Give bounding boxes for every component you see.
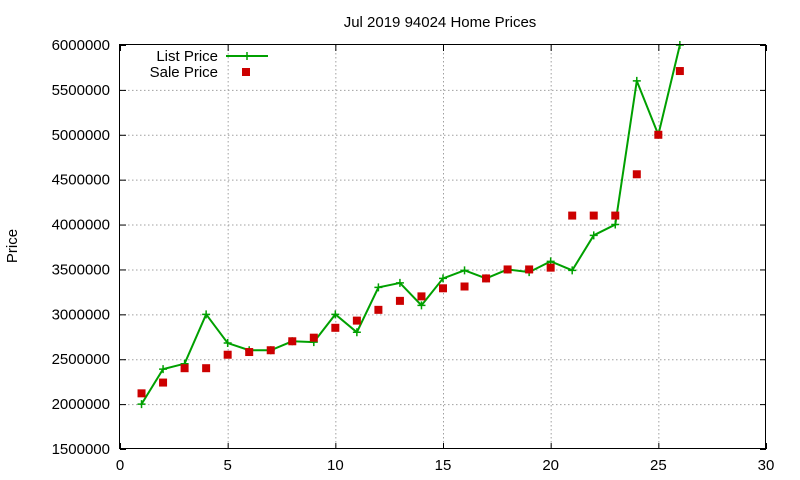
square-point	[546, 263, 555, 272]
y-tick-label: 2500000	[52, 351, 110, 368]
square-point	[395, 296, 404, 305]
plus-point	[137, 400, 146, 409]
square-point	[654, 130, 663, 139]
y-tick-label: 6000000	[52, 37, 110, 54]
square-point	[137, 389, 146, 398]
x-tick-label: 20	[542, 457, 559, 474]
square-point	[309, 333, 318, 342]
series-0	[137, 41, 684, 409]
square-point	[503, 265, 512, 274]
plus-point	[460, 266, 469, 275]
x-tick-label: 5	[223, 457, 231, 474]
y-tick-label: 3000000	[52, 306, 110, 323]
x-tick-label: 25	[650, 457, 667, 474]
legend-label: Sale Price	[150, 64, 218, 81]
plus-point	[202, 310, 211, 319]
x-tick-label: 0	[116, 457, 124, 474]
square-point	[180, 364, 189, 373]
plus-point	[159, 365, 168, 374]
legend-label: List Price	[156, 48, 218, 65]
plus-point	[589, 231, 598, 240]
y-tick-label: 2000000	[52, 396, 110, 413]
square-point	[223, 350, 232, 359]
plot-frame	[119, 44, 766, 449]
chart-title: Jul 2019 94024 Home Prices	[344, 14, 537, 31]
square-point	[632, 170, 641, 179]
square-point	[439, 284, 447, 293]
series	[137, 41, 684, 409]
square-point	[331, 323, 340, 332]
square-point	[374, 305, 383, 314]
square-point	[482, 274, 491, 283]
y-tick-label: 5000000	[52, 127, 110, 144]
series-1	[137, 67, 684, 398]
plus-point	[331, 310, 340, 319]
plus-point	[632, 76, 641, 85]
y-tick-label: 5500000	[52, 82, 110, 99]
plus-point	[439, 274, 447, 283]
legend-square-swatch	[242, 68, 250, 76]
square-point	[611, 211, 620, 220]
axis-ticks: 1500000 2000000 2500000 3000000 3500000 40000…	[52, 37, 775, 474]
y-axis-label: Price	[4, 229, 21, 263]
y-tick-label: 1500000	[52, 441, 110, 458]
x-tick-label: 15	[435, 457, 452, 474]
x-tick-label: 30	[758, 457, 775, 474]
y-tick-label: 4500000	[52, 172, 110, 189]
square-point	[266, 346, 275, 355]
square-point	[460, 282, 469, 291]
square-point	[288, 337, 297, 346]
square-point	[245, 348, 254, 357]
square-point	[417, 292, 426, 301]
x-tick-label: 10	[327, 457, 344, 474]
square-point	[159, 378, 168, 387]
plus-point	[374, 283, 383, 292]
plus-point	[352, 328, 361, 337]
plus-point	[395, 278, 404, 287]
plus-point	[223, 339, 232, 348]
y-tick-label: 4000000	[52, 217, 110, 234]
y-tick-label: 3500000	[52, 261, 110, 278]
legend-plus-swatch	[243, 52, 251, 60]
square-point	[202, 364, 211, 373]
square-point	[568, 211, 577, 220]
plus-point	[568, 266, 577, 275]
square-point	[675, 67, 684, 76]
square-point	[525, 265, 534, 274]
series-line	[140, 44, 681, 405]
grid	[120, 45, 766, 449]
square-point	[589, 211, 598, 220]
square-point	[352, 316, 361, 325]
plus-point	[611, 220, 620, 229]
plus-point	[417, 301, 426, 310]
